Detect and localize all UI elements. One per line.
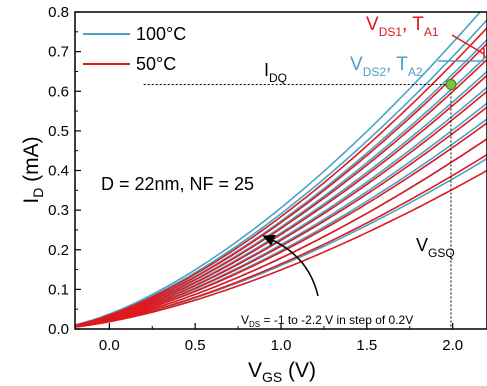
curve-50c (75, 43, 487, 327)
op2-label-v: V (350, 54, 363, 75)
sweep-annotation-sub: DS (249, 320, 260, 329)
vgsq-label: VGSQ (416, 235, 455, 260)
y-axis-label-unit: (mA) (20, 136, 43, 187)
y-tick-label: 0.8 (48, 4, 69, 21)
x-axis-label-sub: GS (262, 369, 282, 385)
curve-50c (75, 90, 487, 327)
op2-label-t: T (396, 54, 408, 75)
sweep-arrow (262, 234, 319, 297)
y-tick-label: 0.0 (48, 321, 69, 338)
curve-50c (75, 74, 487, 327)
y-axis-label: ID (mA) (20, 136, 46, 203)
x-axis-label-unit: (V) (282, 359, 316, 382)
curve-50c (75, 154, 487, 328)
y-tick-label: 0.5 (48, 123, 69, 140)
curve-50c (75, 138, 487, 328)
x-tick-label: 0.0 (99, 337, 120, 354)
legend-label-100c: 100°C (136, 24, 186, 44)
sweep-annotation: VDS = -1 to -2.2 V in step of 0.2V (241, 313, 413, 329)
x-axis-label-main: V (248, 359, 262, 382)
op2-label: VDS2, TA2 (350, 54, 423, 79)
x-tick-label: 1.5 (356, 337, 377, 354)
legend: 100°C 50°C (83, 24, 186, 74)
op1-label-t: T (412, 14, 424, 35)
x-tick-label: 2.0 (442, 337, 463, 354)
y-axis-label-main: I (20, 198, 43, 204)
op1-label-tsub: A1 (424, 25, 439, 39)
vgsq-label-sub: GSQ (428, 246, 455, 260)
curve-50c (75, 169, 487, 328)
idq-label-main: I (264, 60, 269, 80)
op2-label-vsub: DS2 (363, 65, 387, 79)
sweep-annotation-pre: V (241, 313, 249, 327)
x-axis-label: VGS (V) (248, 359, 316, 385)
idq-label-sub: DQ (269, 71, 287, 85)
y-tick-label: 0.4 (48, 163, 69, 180)
y-tick-label: 0.2 (48, 242, 69, 259)
y-tick-label: 0.1 (48, 281, 69, 298)
operating-point-marker (445, 79, 457, 91)
y-axis-ticks: 0.0 0.1 0.2 0.3 0.4 0.5 0.6 0.7 0.8 (48, 4, 81, 338)
y-axis-label-sub: D (30, 188, 46, 198)
idq-label: IDQ (264, 60, 287, 85)
y-tick-label: 0.6 (48, 83, 69, 100)
x-tick-label: 1.0 (271, 337, 292, 354)
x-tick-label: 0.5 (185, 337, 206, 354)
op2-label-tsub: A2 (408, 65, 423, 79)
y-tick-label: 0.7 (48, 44, 69, 61)
curve-100c (75, 70, 487, 327)
curve-50c (75, 59, 487, 327)
legend-label-50c: 50°C (136, 54, 176, 74)
y-tick-label: 0.3 (48, 202, 69, 219)
curve-100c (75, 86, 487, 327)
op1-label-v: V (366, 14, 379, 35)
device-annotation: D = 22nm, NF = 25 (101, 174, 254, 194)
curve-50c (75, 106, 487, 328)
op1-label: VDS1, TA1 (366, 14, 439, 39)
curves (75, 12, 487, 328)
curve-100c (75, 12, 482, 326)
op1-label-vsub: DS1 (379, 25, 403, 39)
op1-label-comma: , (402, 14, 412, 35)
vgsq-label-main: V (416, 235, 428, 255)
curve-50c (75, 27, 487, 327)
op1-pointer (451, 34, 485, 55)
sweep-annotation-post: = -1 to -2.2 V in step of 0.2V (260, 313, 413, 327)
x-axis-ticks: 0.0 0.5 1.0 1.5 2.0 (99, 323, 463, 354)
curve-50c (75, 122, 487, 328)
op2-label-comma: , (386, 54, 396, 75)
